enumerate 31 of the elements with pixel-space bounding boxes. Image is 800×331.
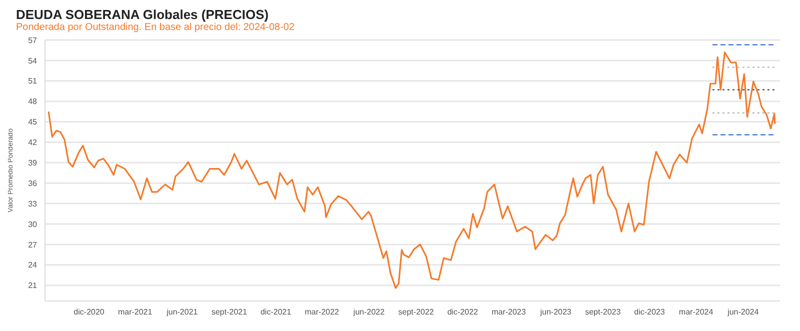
x-tick-label: mar-2021 bbox=[118, 308, 153, 317]
x-tick-label: mar-2022 bbox=[304, 308, 340, 317]
x-tick-label: dic-2022 bbox=[447, 308, 479, 317]
y-tick-label: 54 bbox=[28, 56, 38, 66]
y-tick-label: 21 bbox=[28, 281, 38, 290]
x-tick-label: jun-2022 bbox=[352, 308, 386, 317]
x-tick-label: mar-2023 bbox=[492, 308, 526, 317]
y-tick-label: 39 bbox=[28, 158, 38, 168]
x-tick-label: mar-2024 bbox=[678, 308, 714, 317]
x-tick-label: dic-2021 bbox=[260, 308, 292, 317]
y-tick-label: 27 bbox=[28, 240, 38, 250]
x-tick-label: jun-2021 bbox=[166, 308, 198, 317]
line-series bbox=[48, 51, 776, 289]
y-tick-label: 33 bbox=[28, 199, 38, 208]
y-tick-label: 36 bbox=[28, 178, 38, 188]
y-tick-label: 30 bbox=[28, 220, 38, 229]
y-tick-label: 42 bbox=[28, 138, 38, 148]
x-tick-label: dic-2020 bbox=[74, 308, 105, 317]
y-tick-label: 57 bbox=[28, 36, 38, 45]
chart-title: DEUDA SOBERANA Globales (PRECIOS) bbox=[16, 7, 270, 22]
x-tick-label: jun-2024 bbox=[726, 308, 760, 317]
y-tick-label: 48 bbox=[28, 97, 38, 106]
y-tick-label: 45 bbox=[28, 118, 38, 127]
x-tick-label: dic-2023 bbox=[634, 308, 666, 317]
x-tick-label: sept-2022 bbox=[398, 308, 434, 317]
y-tick-label: 24 bbox=[28, 260, 38, 270]
y-tick-label: 51 bbox=[28, 76, 38, 86]
x-tick-label: jun-2023 bbox=[539, 308, 572, 317]
x-tick-label: sept-2023 bbox=[585, 308, 622, 317]
x-tick-label: sept-2021 bbox=[211, 308, 248, 317]
chart-subtitle: Ponderada por Outstanding. En base al precio del: 2024-08-02 bbox=[16, 22, 296, 33]
